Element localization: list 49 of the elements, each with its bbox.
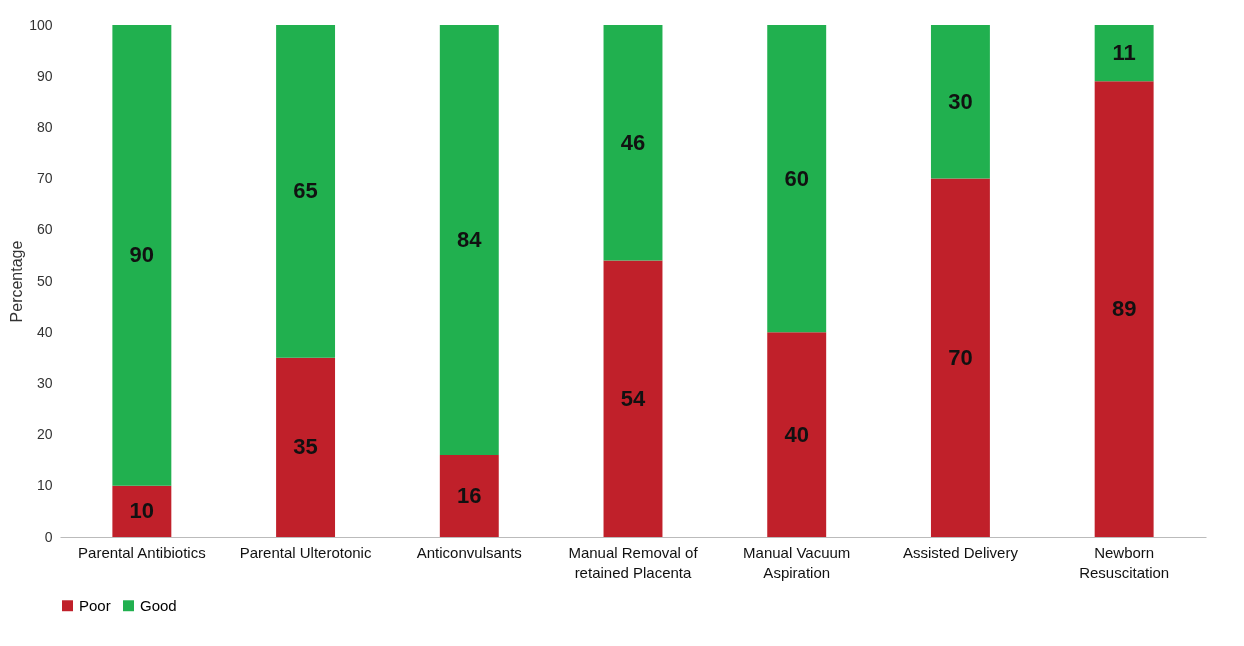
y-tick-label: 90: [36, 67, 53, 84]
data-label: 10: [129, 498, 155, 524]
bar: [930, 25, 990, 179]
data-label: 70: [948, 344, 973, 370]
y-tick-label: 100: [29, 16, 53, 33]
y-tick-label: 10: [36, 477, 53, 494]
y-tick-label: 0: [44, 528, 53, 545]
legend-label: Good: [140, 596, 177, 614]
bar: [276, 25, 336, 358]
data-label: 54: [620, 385, 646, 411]
y-tick-label: 30: [36, 374, 53, 391]
bar: [439, 25, 499, 456]
legend-label: Poor: [79, 596, 111, 614]
bar: [603, 25, 663, 261]
data-label: 11: [1112, 40, 1136, 66]
x-tick-label: Anticonvulsants: [416, 543, 522, 561]
y-tick-label: 70: [36, 170, 53, 187]
x-tick-label: Parental Antibiotics: [78, 543, 206, 561]
bar: [112, 485, 172, 537]
data-label: 16: [457, 483, 482, 509]
bar: [603, 260, 663, 537]
data-label: 46: [620, 129, 646, 155]
data-label: 35: [293, 434, 318, 460]
bar: [767, 332, 827, 537]
x-tick-label: Assisted Delivery: [902, 543, 1019, 561]
bar: [439, 455, 499, 537]
y-tick-label: 50: [36, 272, 53, 289]
bar: [767, 25, 827, 333]
x-tick-label: Manual Vacuum Aspiration: [743, 543, 851, 581]
bar: [1094, 25, 1154, 82]
bar: [1094, 81, 1154, 537]
data-label: 30: [948, 88, 973, 114]
x-tick-label: Parental Ulterotonic: [239, 543, 372, 561]
y-tick-label: 20: [36, 426, 53, 443]
data-label: 89: [1111, 296, 1137, 322]
data-label: 84: [457, 227, 483, 253]
y-tick-label: 60: [36, 221, 53, 238]
bar: [112, 25, 172, 486]
data-label: 40: [784, 421, 809, 447]
data-label: 65: [293, 178, 318, 204]
bar: [930, 178, 990, 537]
x-tick-label: Newborn Resuscitation: [1079, 543, 1170, 581]
x-tick-label: Manual Removal of retained Placenta: [568, 543, 699, 581]
bar: [276, 357, 336, 537]
y-tick-label: 80: [36, 118, 53, 135]
y-tick-label: 40: [36, 323, 53, 340]
data-label: 90: [129, 242, 155, 268]
y-axis-title: Percentage: [8, 240, 26, 323]
data-label: 60: [784, 165, 809, 191]
